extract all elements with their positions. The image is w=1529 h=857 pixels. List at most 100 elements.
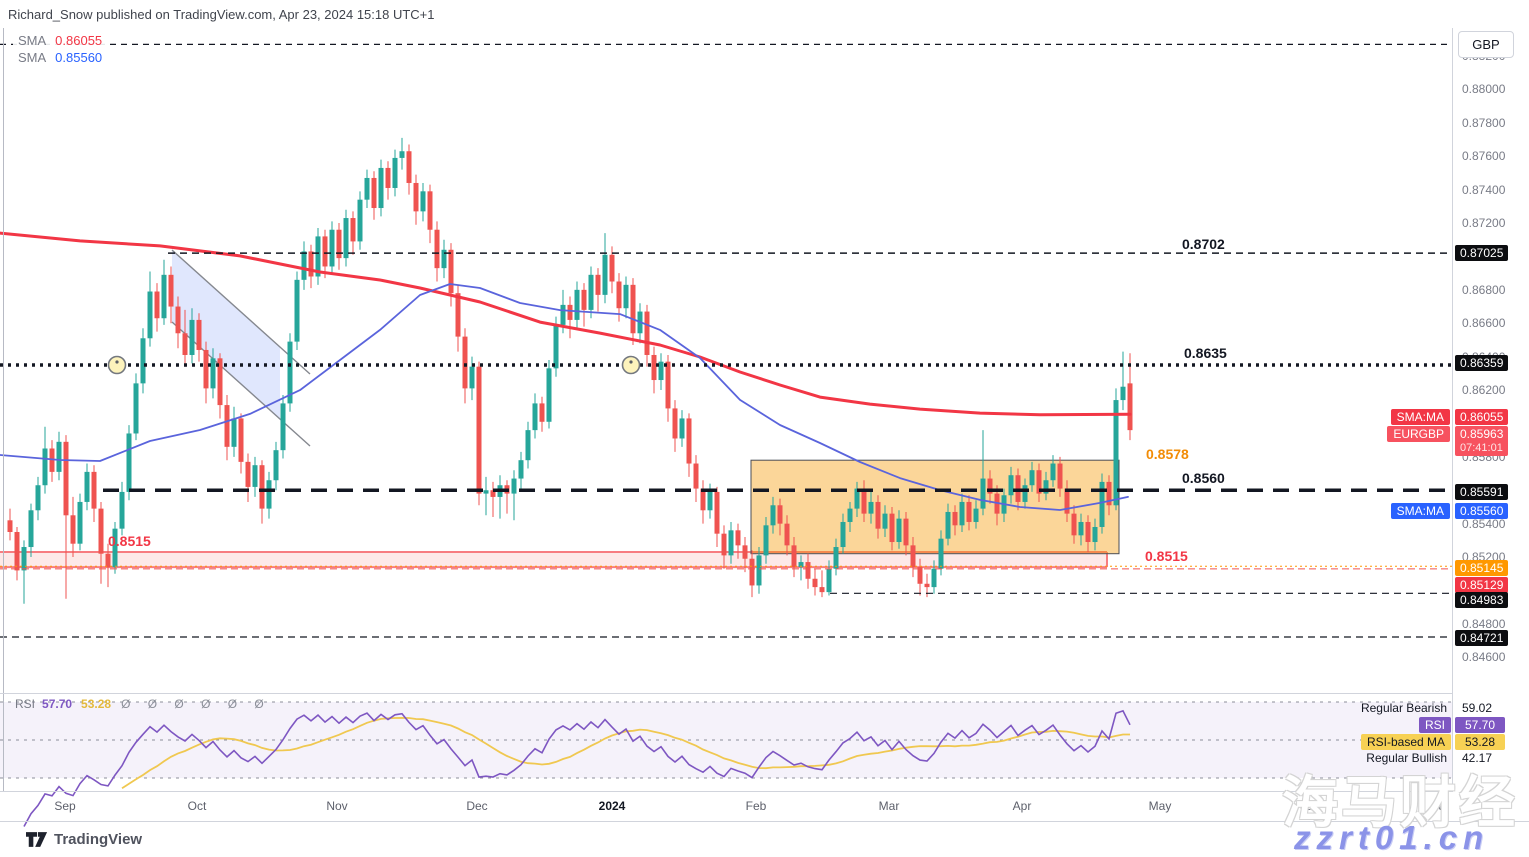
series-tag-SMA:MA: SMA:MA <box>1390 502 1450 519</box>
candle-body <box>826 568 832 593</box>
rsi-ma-line[interactable] <box>121 716 1130 789</box>
candle-body <box>840 521 846 548</box>
candle-body <box>112 528 118 568</box>
currency-toggle-button[interactable]: GBP <box>1458 31 1514 58</box>
consolidation-box[interactable] <box>750 459 1120 555</box>
price-badge-0.85963: 0.85963 07:41:01 <box>1455 426 1509 456</box>
price-badge-0.86359: 0.86359 <box>1455 354 1509 371</box>
price-tick-0.84800: 0.84800 <box>1462 617 1506 631</box>
candle-body <box>231 418 237 447</box>
candle-body <box>784 523 790 546</box>
candle-body <box>546 368 552 422</box>
price-tick-0.87600: 0.87600 <box>1462 149 1506 163</box>
candle-body <box>728 530 734 556</box>
price-level-label[interactable]: 0.8515 <box>108 533 151 549</box>
candle-body <box>392 157 398 188</box>
candle-body <box>196 319 202 350</box>
bull-flag-channel[interactable] <box>172 250 280 419</box>
candle-body <box>1113 400 1119 506</box>
candle-body <box>280 403 286 451</box>
series-tag-SMA:MA: SMA:MA <box>1390 408 1450 425</box>
time-label-Feb: Feb <box>745 799 767 813</box>
price-badge-0.85145: 0.85145 <box>1455 559 1509 576</box>
candle-body <box>665 361 671 409</box>
candle-body <box>1085 521 1091 543</box>
candle-body <box>721 533 727 556</box>
tradingview-logo[interactable]: TradingView <box>26 830 142 849</box>
candle-body <box>28 510 34 548</box>
time-label-Apr: Apr <box>1012 799 1032 813</box>
candle-body <box>931 568 937 588</box>
price-level-label[interactable]: 0.8578 <box>1146 446 1189 462</box>
candle-body <box>679 418 685 439</box>
time-scale[interactable]: Sep Oct Nov Dec 2024 Feb Mar Apr May Jun Jul <box>0 792 1452 821</box>
price-tick-0.88000: 0.88000 <box>1462 82 1506 96</box>
rsi-legend[interactable]: RSI 57.70 53.28 Ø Ø Ø Ø Ø Ø <box>15 697 271 711</box>
rsi-row-value: 42.17 <box>1462 751 1493 765</box>
candle-body <box>301 251 307 280</box>
candle-body <box>343 218 349 259</box>
time-label-Nov: Nov <box>326 799 348 813</box>
candle-body <box>448 249 454 294</box>
candle-body <box>875 501 881 529</box>
candle-body <box>525 430 531 461</box>
candle-body <box>777 505 783 524</box>
candle-body <box>350 218 356 242</box>
candle-body <box>707 491 713 511</box>
overlay-sma-short[interactable] <box>0 283 1129 511</box>
sma-legend-short[interactable]: SMA 0.85560 <box>13 50 108 66</box>
candle-body <box>903 518 909 546</box>
candle-body <box>455 293 461 337</box>
price-level-label[interactable]: 0.8635 <box>1184 345 1227 361</box>
candle-body <box>924 583 930 588</box>
candle-body <box>1043 480 1049 494</box>
overlay-sma-long[interactable] <box>0 231 1132 417</box>
candle-body <box>119 491 125 529</box>
candle-body <box>308 251 314 277</box>
candle-body <box>35 485 41 511</box>
price-level-label[interactable]: 0.8702 <box>1182 236 1225 252</box>
event-marker[interactable] <box>621 355 641 375</box>
watermark-site: zzrt01.cn <box>1294 819 1490 856</box>
time-label-Oct: Oct <box>187 799 207 813</box>
candle-body <box>889 513 895 543</box>
candle-body <box>952 511 958 526</box>
price-tick-0.85400: 0.85400 <box>1462 517 1506 531</box>
pane-separator[interactable] <box>0 693 1529 694</box>
support-zone[interactable] <box>0 552 1107 568</box>
price-level-label[interactable]: 0.8515 <box>1145 548 1188 564</box>
tradingview-logo-icon <box>26 832 48 847</box>
candle-body <box>798 562 804 568</box>
price-tick-0.86200: 0.86200 <box>1462 383 1506 397</box>
price-tick-0.86600: 0.86600 <box>1462 316 1506 330</box>
candle-body <box>77 501 83 544</box>
candle-body <box>812 578 818 588</box>
candle-body <box>1008 475 1014 496</box>
candle-body <box>644 311 650 355</box>
rsi-row-label: Regular Bullish <box>1366 751 1447 765</box>
candle-body <box>819 587 825 593</box>
candle-body <box>658 361 664 381</box>
candle-body <box>945 511 951 539</box>
event-marker[interactable] <box>107 355 127 375</box>
divergence-toggle-icons[interactable]: Ø Ø Ø Ø Ø Ø <box>121 697 271 711</box>
candle-body <box>14 532 20 571</box>
candle-body <box>315 236 321 277</box>
candle-body <box>1050 463 1056 481</box>
sma-legend-long[interactable]: SMA 0.86055 <box>13 33 108 49</box>
price-level-label[interactable]: 0.8560 <box>1182 470 1225 486</box>
candle-body <box>126 433 132 492</box>
rsi-line[interactable] <box>23 709 1131 827</box>
channel-line[interactable] <box>171 321 311 447</box>
channel-line[interactable] <box>171 249 311 375</box>
candle-body <box>490 490 496 497</box>
candle-body <box>245 461 251 487</box>
candle-body <box>441 249 447 269</box>
rsi-ma-value: 53.28 <box>81 697 112 711</box>
candle-body <box>770 505 776 526</box>
candle-body <box>532 403 538 431</box>
candle-body <box>1022 485 1028 502</box>
candle-body <box>378 167 384 209</box>
candle-body <box>574 289 580 320</box>
